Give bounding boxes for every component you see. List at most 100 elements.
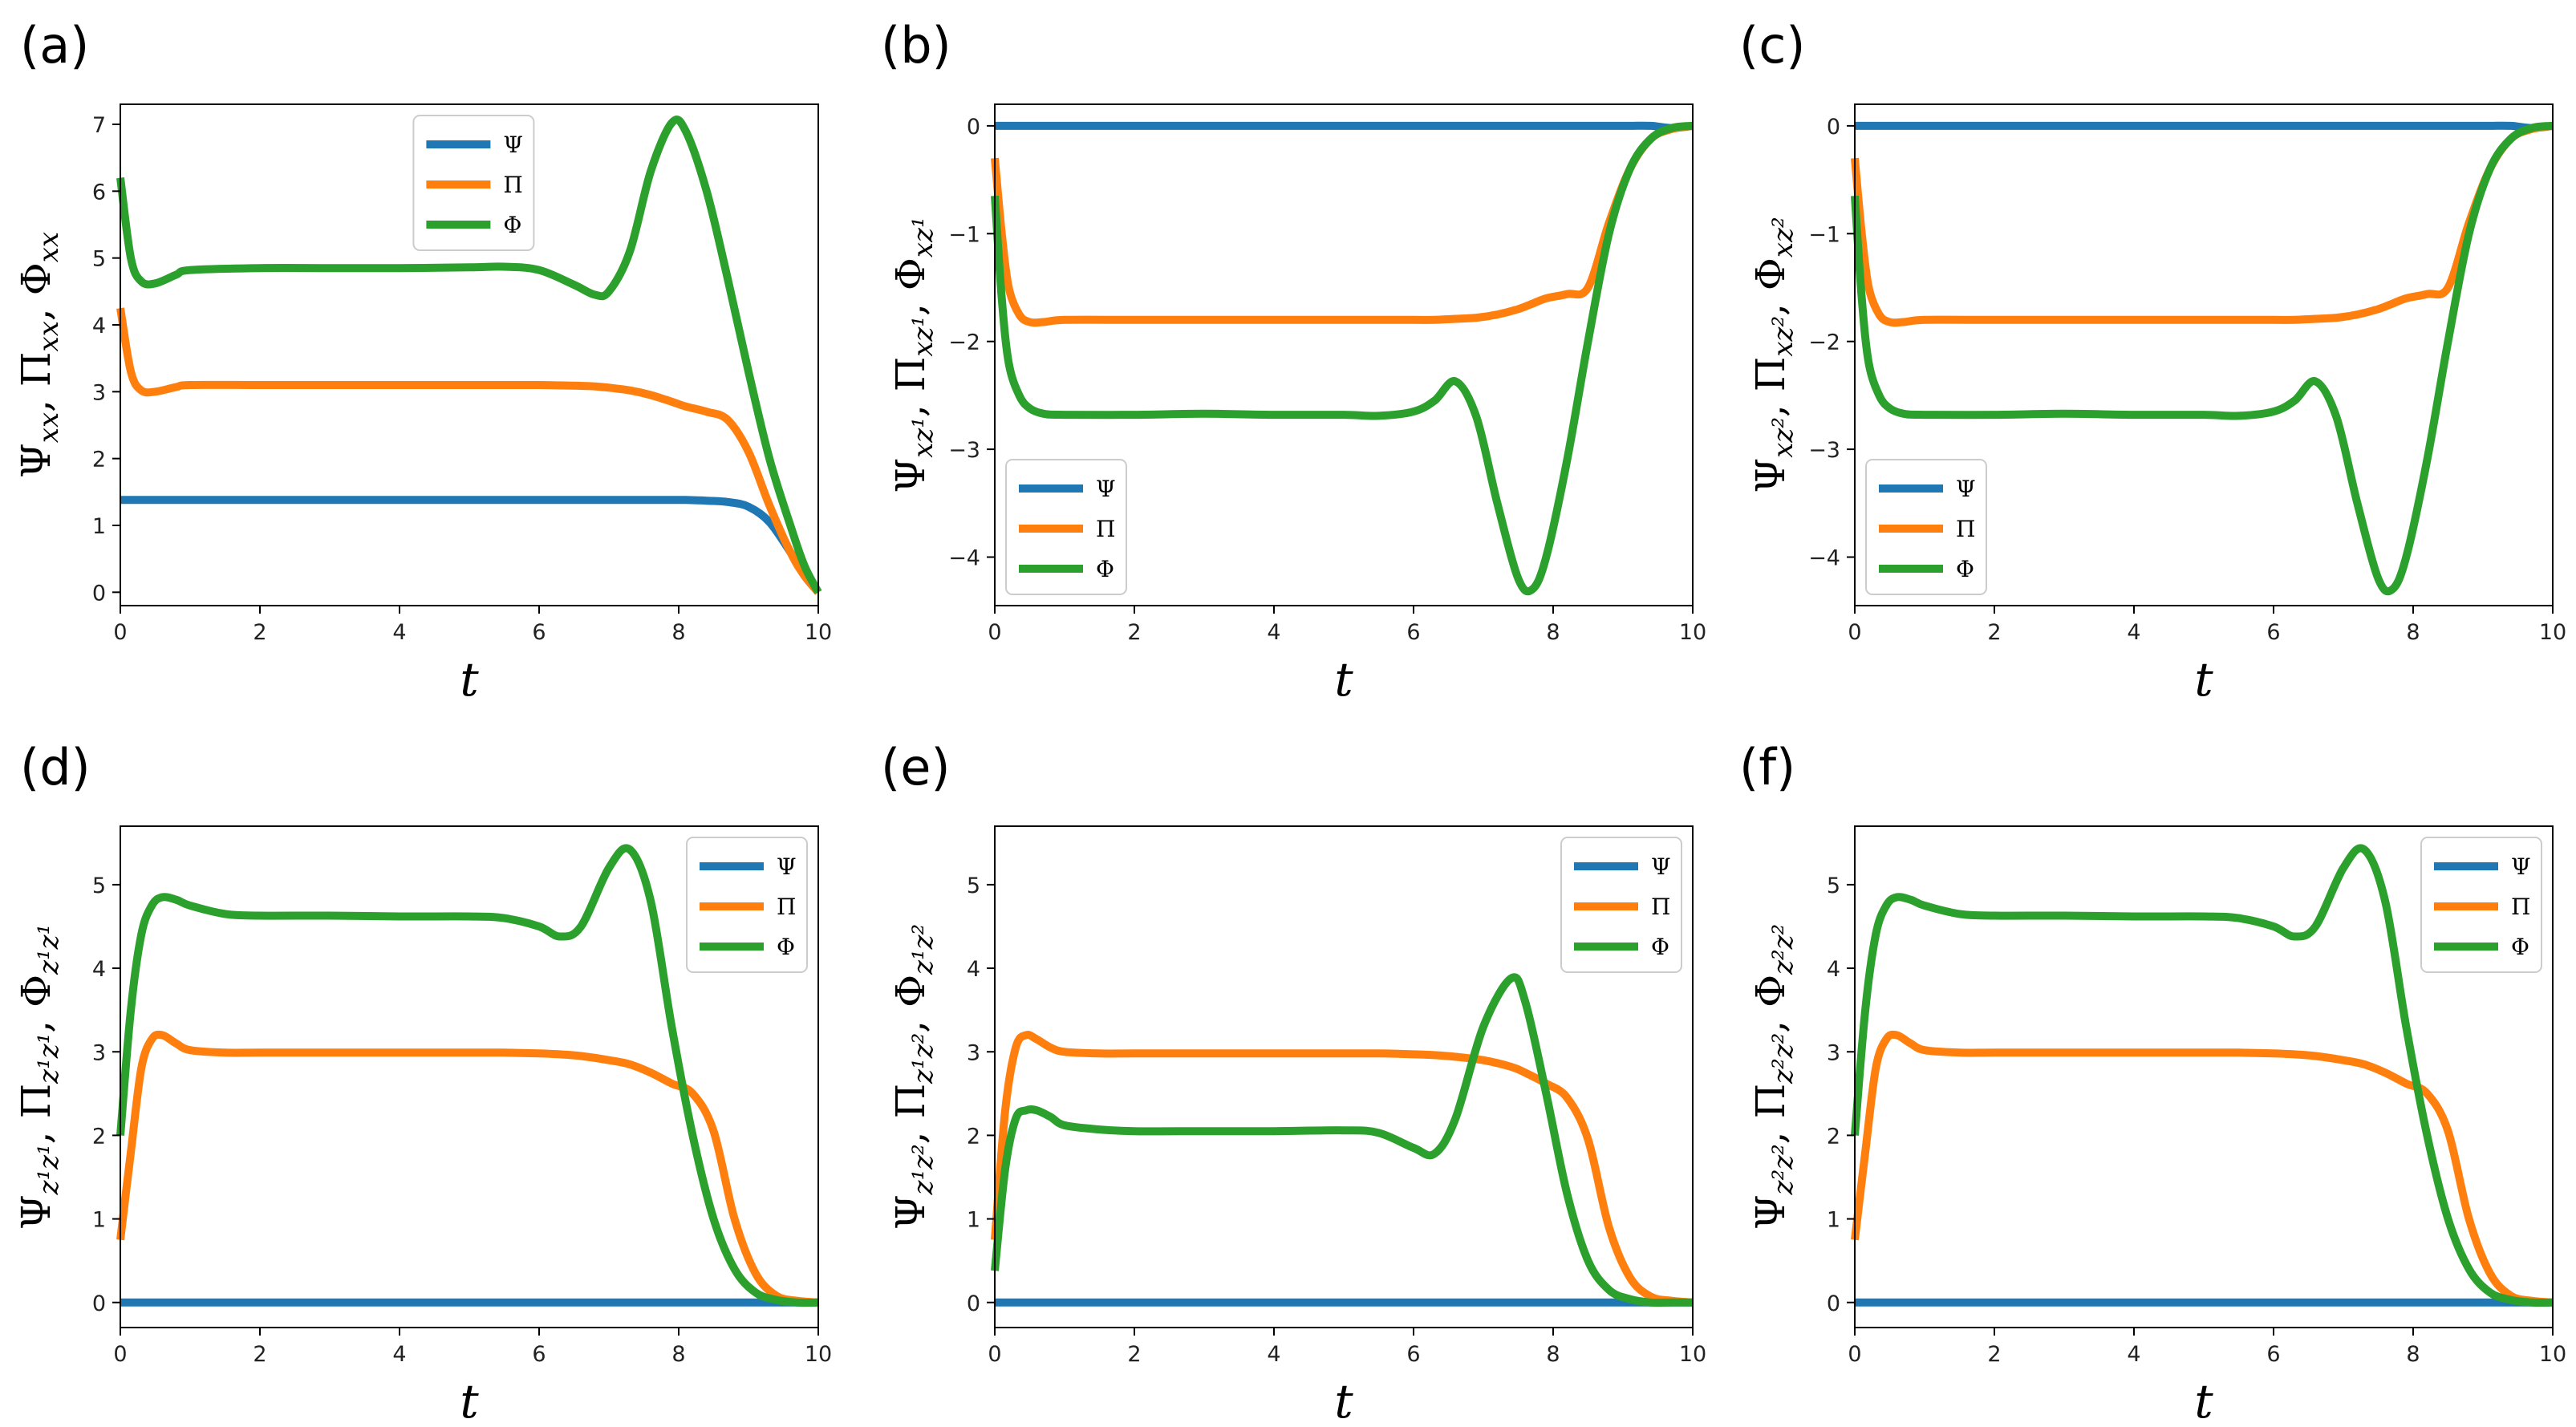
- x-tick-label: 6: [1406, 1342, 1420, 1367]
- y-tick-label: 0: [967, 1291, 980, 1316]
- y-tick-label: −1: [948, 222, 980, 247]
- legend-label-pi: Π: [1096, 516, 1115, 542]
- legend-label-pi: Π: [777, 894, 796, 920]
- y-tick-label: −3: [1808, 438, 1840, 463]
- y-tick-label: 5: [92, 247, 106, 272]
- series-line-pi: [991, 121, 1694, 327]
- x-axis-label: t: [2194, 652, 2213, 707]
- y-tick-label: 0: [92, 1291, 106, 1316]
- legend: ΨΠΦ: [1005, 459, 1127, 595]
- x-tick-label: 4: [2127, 620, 2140, 645]
- x-tick-label: 10: [805, 1342, 832, 1367]
- legend-label-pi: Π: [2511, 894, 2530, 920]
- legend: ΨΠΦ: [1560, 837, 1682, 973]
- y-tick-label: 5: [1827, 874, 1840, 898]
- legend-label-psi: Ψ: [2511, 853, 2531, 880]
- x-tick-label: 0: [988, 1342, 1001, 1367]
- series-line-phi: [1851, 844, 2554, 1307]
- y-tick-label: 1: [1827, 1208, 1840, 1233]
- legend-label-phi: Φ: [503, 212, 521, 238]
- panel-letter: (a): [20, 16, 89, 75]
- series-line-phi: [116, 844, 819, 1307]
- panel-letter: (e): [881, 738, 951, 797]
- x-tick-label: 10: [1679, 620, 1706, 645]
- series-line-phi: [991, 973, 1693, 1307]
- y-tick-label: 0: [1827, 1291, 1840, 1316]
- x-tick-label: 2: [253, 620, 266, 645]
- series-line-pi: [116, 1030, 819, 1307]
- y-tick-label: 2: [1827, 1124, 1840, 1149]
- plot-frame: [1854, 825, 2554, 1328]
- x-tick-label: 8: [1546, 620, 1560, 645]
- plot-frame: [120, 825, 819, 1328]
- x-tick-label: 4: [392, 620, 406, 645]
- x-tick-label: 10: [805, 620, 832, 645]
- chart-panel-1: (a) 0 2 4 6 8 10 0 1 2 3 4 5 6 7 t Ψxx, Πxx, Φxx ΨΠΦ: [13, 16, 832, 707]
- panel-letter: (f): [1739, 738, 1795, 797]
- series-line-psi: [995, 121, 1694, 132]
- x-tick-label: 4: [1267, 1342, 1280, 1367]
- panel-letter: (b): [881, 16, 951, 75]
- x-tick-label: 10: [2539, 620, 2566, 645]
- legend-label-pi: Π: [1651, 894, 1670, 920]
- y-tick-label: −3: [948, 438, 980, 463]
- y-tick-label: 1: [92, 1208, 106, 1233]
- x-tick-label: 2: [1987, 620, 2001, 645]
- x-tick-label: 6: [2266, 1342, 2280, 1367]
- legend: ΨΠΦ: [2420, 837, 2542, 973]
- series-line-psi: [120, 496, 821, 595]
- x-tick-label: 8: [671, 620, 685, 645]
- x-tick-label: 4: [392, 1342, 406, 1367]
- y-tick-label: −2: [948, 330, 980, 355]
- legend-label-psi: Ψ: [503, 132, 523, 158]
- y-tick-label: 4: [1827, 957, 1840, 982]
- y-tick-label: 2: [92, 1124, 106, 1149]
- y-axis-label: Ψxz¹, Πxz¹, Φxz¹: [887, 217, 939, 493]
- legend-label-phi: Φ: [777, 934, 795, 960]
- y-tick-label: 2: [967, 1124, 980, 1149]
- y-tick-label: 4: [92, 314, 106, 339]
- legend-label-phi: Φ: [1956, 556, 1974, 582]
- x-axis-label: t: [460, 1374, 479, 1427]
- y-tick-label: 7: [92, 113, 106, 138]
- y-tick-label: 2: [92, 448, 106, 472]
- x-tick-label: 6: [532, 1342, 546, 1367]
- panel-letter: (d): [20, 738, 91, 797]
- legend: ΨΠΦ: [412, 115, 535, 251]
- x-tick-label: 2: [1987, 1342, 2001, 1367]
- legend-label-psi: Ψ: [1651, 853, 1671, 880]
- y-tick-label: 4: [967, 957, 980, 982]
- legend: ΨΠΦ: [1865, 459, 1987, 595]
- legend-label-psi: Ψ: [777, 853, 797, 880]
- series-line-pi: [991, 1031, 1694, 1307]
- y-tick-label: 0: [92, 581, 106, 606]
- y-tick-label: 0: [1827, 115, 1840, 140]
- y-axis-label: Ψz¹z², Πz¹z², Φz¹z²: [887, 924, 939, 1230]
- x-tick-label: 8: [671, 1342, 685, 1367]
- legend-label-phi: Φ: [1651, 934, 1669, 960]
- legend: ΨΠΦ: [686, 837, 808, 973]
- plot-frame: [120, 103, 819, 606]
- y-tick-label: 3: [967, 1040, 980, 1065]
- y-tick-label: 3: [92, 1040, 106, 1065]
- legend-label-phi: Φ: [2511, 934, 2529, 960]
- x-tick-label: 0: [988, 620, 1001, 645]
- legend-label-psi: Ψ: [1956, 476, 1976, 502]
- x-tick-label: 2: [253, 1342, 266, 1367]
- chart-panel-6: (f) 0 2 4 6 8 10 0 1 2 3 4 5 t Ψz²z², Πz²z², Φz²z² ΨΠΦ: [1739, 738, 2566, 1427]
- plot-frame: [994, 825, 1694, 1328]
- y-tick-label: 3: [1827, 1040, 1840, 1065]
- x-tick-label: 0: [1848, 1342, 1861, 1367]
- y-axis-label: Ψxz², Πxz², Φxz²: [1747, 217, 1799, 493]
- series-line-phi: [116, 116, 822, 594]
- y-tick-label: 0: [967, 115, 980, 140]
- plot-frame: [1854, 103, 2554, 606]
- chart-panel-5: (e) 0 2 4 6 8 10 0 1 2 3 4 5 t Ψz¹z², Πz¹z², Φz¹z² ΨΠΦ: [881, 738, 1706, 1427]
- y-tick-label: −4: [1808, 546, 1840, 571]
- plot-frame: [994, 103, 1694, 606]
- x-tick-label: 2: [1127, 1342, 1141, 1367]
- series-line-phi: [1851, 121, 2554, 596]
- x-tick-label: 6: [532, 620, 546, 645]
- y-tick-label: 4: [92, 957, 106, 982]
